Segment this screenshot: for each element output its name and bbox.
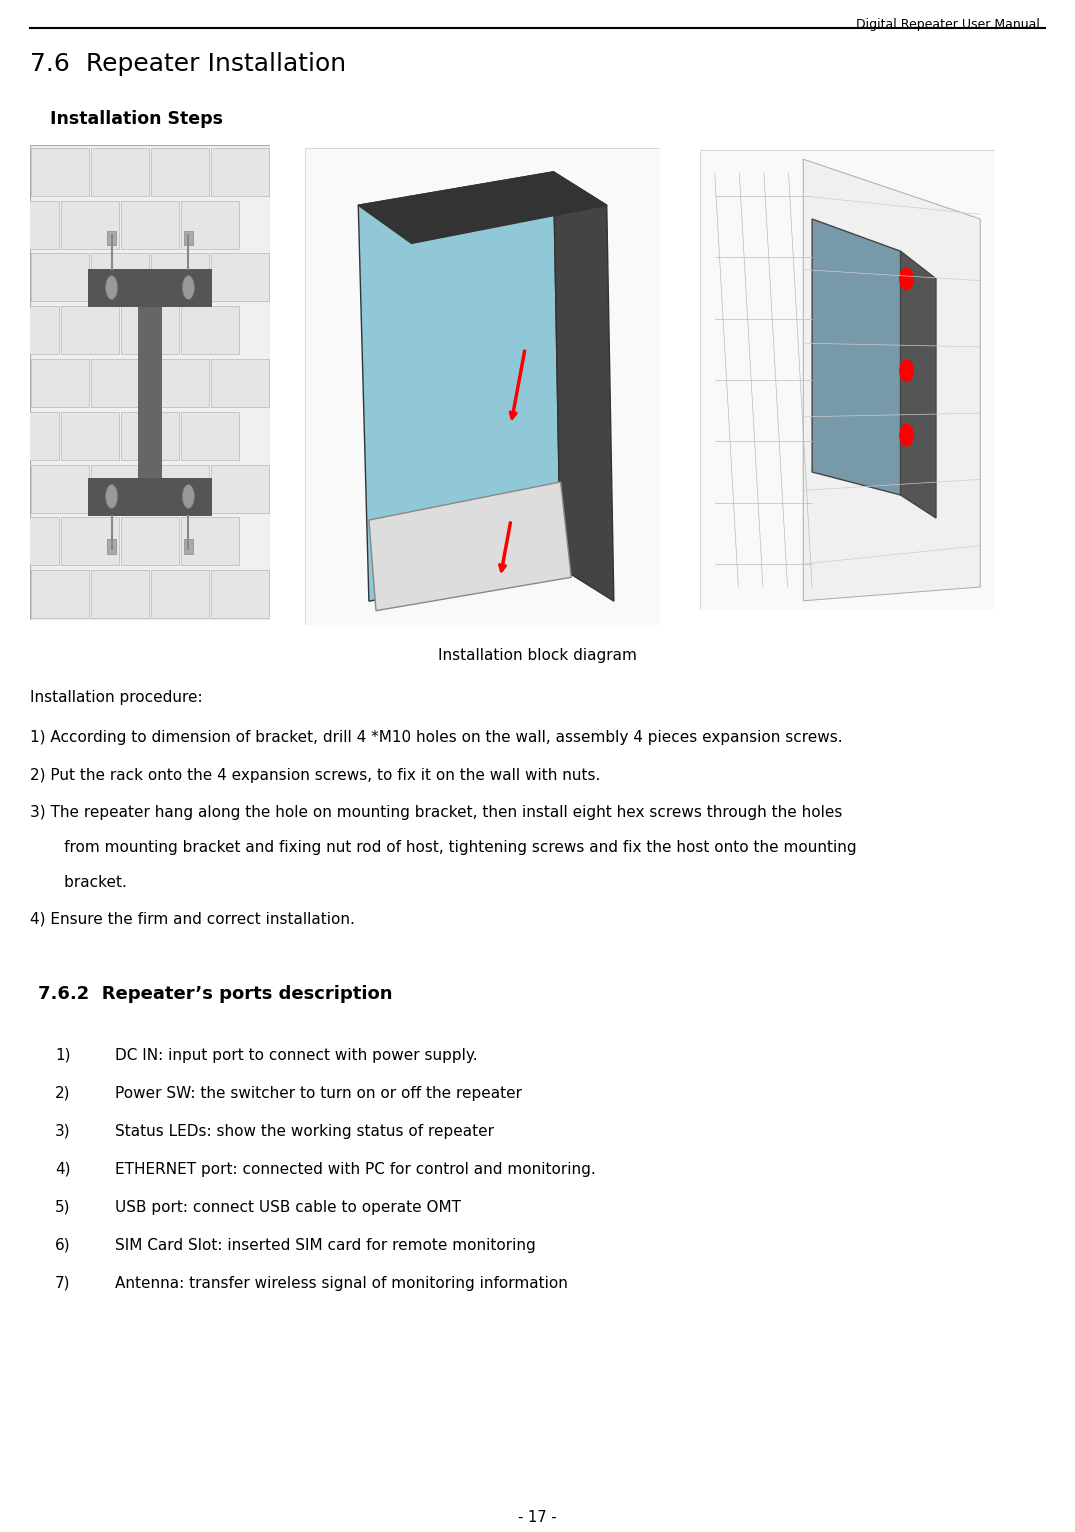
Text: 3): 3) <box>55 1124 71 1138</box>
Circle shape <box>105 484 117 509</box>
Text: DC IN: input port to connect with power supply.: DC IN: input port to connect with power … <box>115 1048 477 1063</box>
Text: SIM Card Slot: inserted SIM card for remote monitoring: SIM Card Slot: inserted SIM card for rem… <box>115 1238 535 1253</box>
Bar <box>61 412 119 460</box>
Text: USB port: connect USB cable to operate OMT: USB port: connect USB cable to operate O… <box>115 1200 461 1215</box>
Text: Antenna: transfer wireless signal of monitoring information: Antenna: transfer wireless signal of mon… <box>115 1276 568 1291</box>
Text: Installation Steps: Installation Steps <box>51 110 223 129</box>
Bar <box>211 149 269 196</box>
Text: 7.6.2  Repeater’s ports description: 7.6.2 Repeater’s ports description <box>38 985 392 1003</box>
Bar <box>1 518 59 565</box>
Bar <box>211 570 269 617</box>
Bar <box>61 518 119 565</box>
Bar <box>91 358 148 408</box>
Bar <box>61 201 119 248</box>
Bar <box>31 570 89 617</box>
Polygon shape <box>901 251 936 518</box>
Bar <box>91 570 148 617</box>
Text: Power SW: the switcher to turn on or off the repeater: Power SW: the switcher to turn on or off… <box>115 1086 522 1102</box>
Bar <box>121 201 178 248</box>
Bar <box>121 518 178 565</box>
Text: Digital Repeater User Manual: Digital Repeater User Manual <box>856 18 1040 31</box>
Text: Status LEDs: show the working status of repeater: Status LEDs: show the working status of … <box>115 1124 494 1138</box>
Text: 6): 6) <box>55 1238 71 1253</box>
Text: 3) The repeater hang along the hole on mounting bracket, then install eight hex : 3) The repeater hang along the hole on m… <box>30 804 843 820</box>
Bar <box>106 230 116 245</box>
Bar <box>1 412 59 460</box>
Bar <box>87 268 213 306</box>
Bar <box>184 230 194 245</box>
Bar <box>91 149 148 196</box>
Circle shape <box>899 267 914 290</box>
Bar <box>182 518 239 565</box>
Text: Installation block diagram: Installation block diagram <box>439 648 636 663</box>
Circle shape <box>183 276 195 299</box>
Text: ETHERNET port: connected with PC for control and monitoring.: ETHERNET port: connected with PC for con… <box>115 1161 596 1177</box>
Bar <box>61 306 119 354</box>
Bar <box>31 253 89 302</box>
Bar <box>152 570 209 617</box>
Bar <box>211 253 269 302</box>
Text: 7.6  Repeater Installation: 7.6 Repeater Installation <box>30 52 346 77</box>
Text: bracket.: bracket. <box>30 875 127 890</box>
Bar <box>1 201 59 248</box>
Bar <box>182 201 239 248</box>
Circle shape <box>105 276 117 299</box>
Polygon shape <box>358 172 560 601</box>
Bar <box>152 358 209 408</box>
Bar <box>182 412 239 460</box>
Bar <box>1 306 59 354</box>
Text: 2): 2) <box>55 1086 71 1102</box>
Text: 1): 1) <box>55 1048 71 1063</box>
Polygon shape <box>554 172 614 601</box>
Circle shape <box>899 360 914 383</box>
Text: 2) Put the rack onto the 4 expansion screws, to fix it on the wall with nuts.: 2) Put the rack onto the 4 expansion scr… <box>30 768 600 783</box>
Circle shape <box>899 424 914 447</box>
Text: Installation procedure:: Installation procedure: <box>30 689 202 705</box>
Circle shape <box>183 484 195 509</box>
Text: 5): 5) <box>55 1200 71 1215</box>
Bar <box>211 464 269 513</box>
Bar <box>106 539 116 553</box>
Bar <box>31 358 89 408</box>
Bar <box>121 412 178 460</box>
Bar <box>152 253 209 302</box>
Polygon shape <box>812 219 901 495</box>
Bar <box>138 306 162 478</box>
Polygon shape <box>803 159 980 601</box>
Text: 4): 4) <box>55 1161 71 1177</box>
Bar <box>152 464 209 513</box>
Bar <box>91 464 148 513</box>
Text: - 17 -: - 17 - <box>518 1511 557 1524</box>
Bar <box>152 149 209 196</box>
Bar <box>182 306 239 354</box>
Polygon shape <box>369 483 571 611</box>
Bar <box>87 478 213 515</box>
Polygon shape <box>358 172 606 244</box>
Text: 4) Ensure the firm and correct installation.: 4) Ensure the firm and correct installat… <box>30 912 355 927</box>
Text: 7): 7) <box>55 1276 71 1291</box>
Text: from mounting bracket and fixing nut rod of host, tightening screws and fix the : from mounting bracket and fixing nut rod… <box>30 840 857 855</box>
Text: 1) According to dimension of bracket, drill 4 *M10 holes on the wall, assembly 4: 1) According to dimension of bracket, dr… <box>30 731 843 745</box>
Bar <box>31 464 89 513</box>
Bar <box>31 149 89 196</box>
Bar <box>91 253 148 302</box>
Bar <box>184 539 194 553</box>
Bar <box>121 306 178 354</box>
Bar <box>211 358 269 408</box>
